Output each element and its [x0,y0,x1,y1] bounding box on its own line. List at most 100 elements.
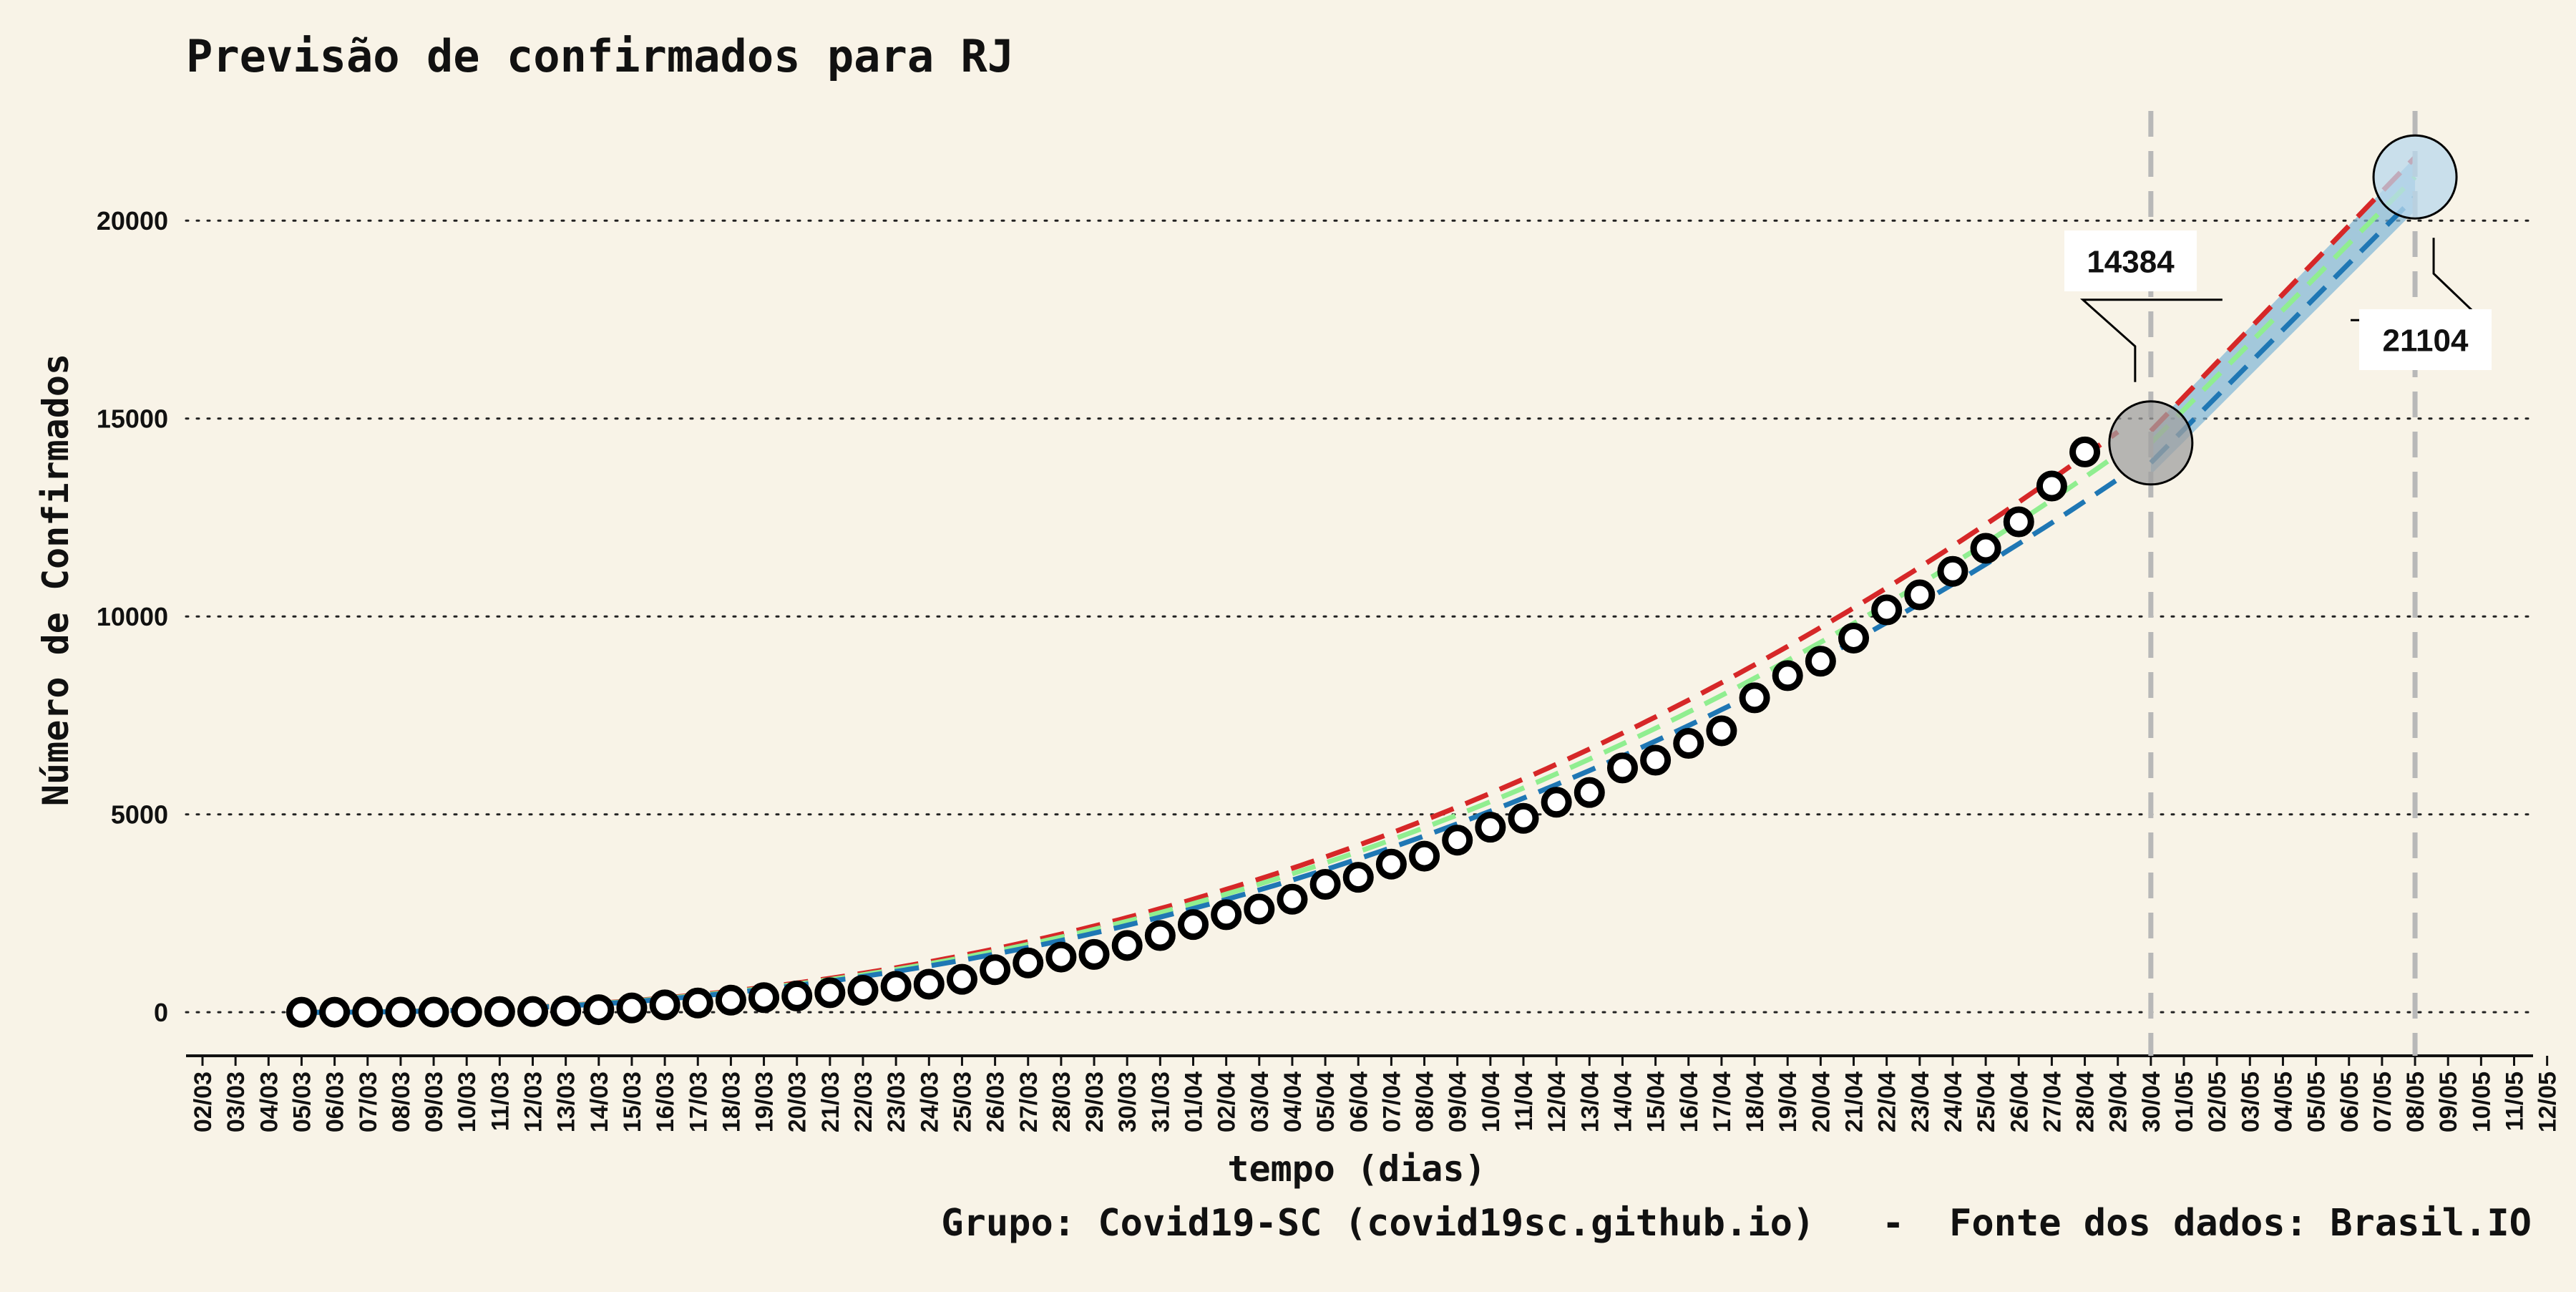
observed-point [1375,848,1407,880]
x-tick-label: 15/04 [1643,1072,1670,1132]
projection-line [2149,175,2417,445]
observed-point [1606,752,1638,784]
x-tick-label: 01/05 [2171,1072,2198,1132]
x-tick-label: 18/04 [1742,1072,1769,1132]
x-tick-label: 19/03 [751,1072,779,1132]
observed-point [1111,930,1143,961]
x-tick-label: 10/05 [2468,1072,2495,1132]
observed-point [913,968,945,1000]
x-tick-label: 27/03 [1015,1072,1043,1132]
observed-point [1277,883,1308,915]
x-axis-title: tempo (dias) [1227,1148,1485,1190]
x-tick-label: 27/04 [2039,1072,2066,1132]
observed-point [715,984,746,1016]
y-tick-labels: 0 5000 10000 15000 20000 [97,206,168,1027]
annotation-box [2064,230,2197,291]
x-tick-label: 30/03 [1114,1072,1141,1132]
observed-point [1409,840,1440,872]
x-tick-label: 08/05 [2402,1072,2429,1132]
annotation-label: 14384 [2087,245,2175,280]
x-tick-label: 06/05 [2336,1072,2363,1132]
x-tick-label: 16/03 [652,1072,679,1132]
x-tick-label: 04/05 [2270,1072,2297,1132]
x-tick-label: 29/03 [1081,1072,1108,1132]
x-tick-label: 07/05 [2369,1072,2396,1132]
observed-point [517,996,548,1027]
x-tick-label: 19/04 [1775,1072,1802,1132]
annotations: 14384 21104 [2064,134,2492,486]
observed-point [649,989,680,1021]
x-tick-label: 16/04 [1676,1072,1703,1132]
x-tick-label: 05/04 [1312,1072,1340,1132]
observed-point [319,996,351,1028]
observed-point [1574,777,1605,808]
observed-point [451,996,482,1028]
grid-lines [185,219,2534,1014]
x-tick-label: 09/05 [2435,1072,2462,1132]
annotation-marker [2108,400,2194,486]
x-tick-label: 11/03 [487,1072,514,1131]
observed-point [1078,938,1110,970]
x-tick-label: 11/05 [2502,1072,2529,1131]
observed-point [1508,802,1539,834]
observed-point [385,996,416,1028]
x-tick-label: 07/03 [355,1072,382,1132]
x-tick-label: 24/03 [916,1072,943,1132]
y-tick-label: 10000 [97,602,168,631]
observed-point [1211,899,1242,931]
observed-point [980,954,1011,986]
x-tick-label: 25/03 [949,1072,976,1132]
observed-point [946,963,977,995]
x-tick-label: 17/03 [685,1072,712,1132]
observed-point [1838,622,1869,654]
observed-point [2069,436,2101,467]
x-tick-label: 06/03 [322,1072,349,1132]
x-tick-label: 04/03 [255,1072,283,1132]
x-tick-label: 08/04 [1412,1072,1439,1132]
y-tick-label: 15000 [97,404,168,434]
observed-point [1937,555,1968,587]
annotation-box [2359,309,2492,370]
x-tick-label: 02/05 [2204,1072,2231,1132]
x-tick-label: 17/04 [1709,1072,1736,1132]
projection-line [2149,155,2417,433]
y-tick-label: 5000 [111,800,168,830]
x-tick-label: 10/04 [1478,1072,1505,1132]
x-tick-label: 24/04 [1940,1072,1967,1132]
x-tick-label: 25/04 [1973,1072,2000,1132]
x-tick-label: 22/04 [1874,1072,1901,1132]
x-tick-label: 26/03 [982,1072,1010,1132]
observed-point [880,971,912,1002]
x-tick-label: 23/04 [1907,1072,1934,1132]
x-tick-label: 02/03 [190,1072,217,1132]
y-tick-label: 20000 [97,206,168,235]
observed-point [1244,893,1275,925]
fit-curve [301,477,2119,1015]
x-tick-label: 06/04 [1345,1072,1372,1132]
x-tick-label: 05/05 [2303,1072,2331,1132]
x-tick-label: 20/03 [784,1072,811,1132]
x-tick-label: 02/04 [1214,1072,1241,1132]
x-tick-label: 08/03 [388,1072,415,1132]
x-tick-label: 31/03 [1147,1072,1174,1132]
observed-point [847,974,879,1006]
observed-point [1640,744,1672,776]
x-tick-label: 26/04 [2006,1072,2033,1132]
x-tick-label: 28/03 [1048,1072,1075,1132]
observed-point [781,980,813,1011]
x-tick-label: 03/04 [1246,1072,1274,1132]
observed-point [1045,941,1077,973]
observed-point [1871,594,1903,626]
caption: Grupo: Covid19-SC (covid19sc.github.io) … [941,1202,2532,1245]
x-tick-label: 11/04 [1511,1072,1538,1131]
observed-point [1706,715,1737,747]
x-tick-label: 20/04 [1807,1072,1835,1132]
x-tick-label: 01/04 [1181,1072,1208,1132]
observed-point [1013,947,1044,978]
observed-point [2003,506,2034,538]
observed-point [418,996,449,1028]
x-tick-label: 10/03 [454,1072,481,1132]
fit-curve [301,452,2119,1015]
observed-point [1144,920,1176,951]
x-tick-label: 21/04 [1841,1072,1868,1132]
